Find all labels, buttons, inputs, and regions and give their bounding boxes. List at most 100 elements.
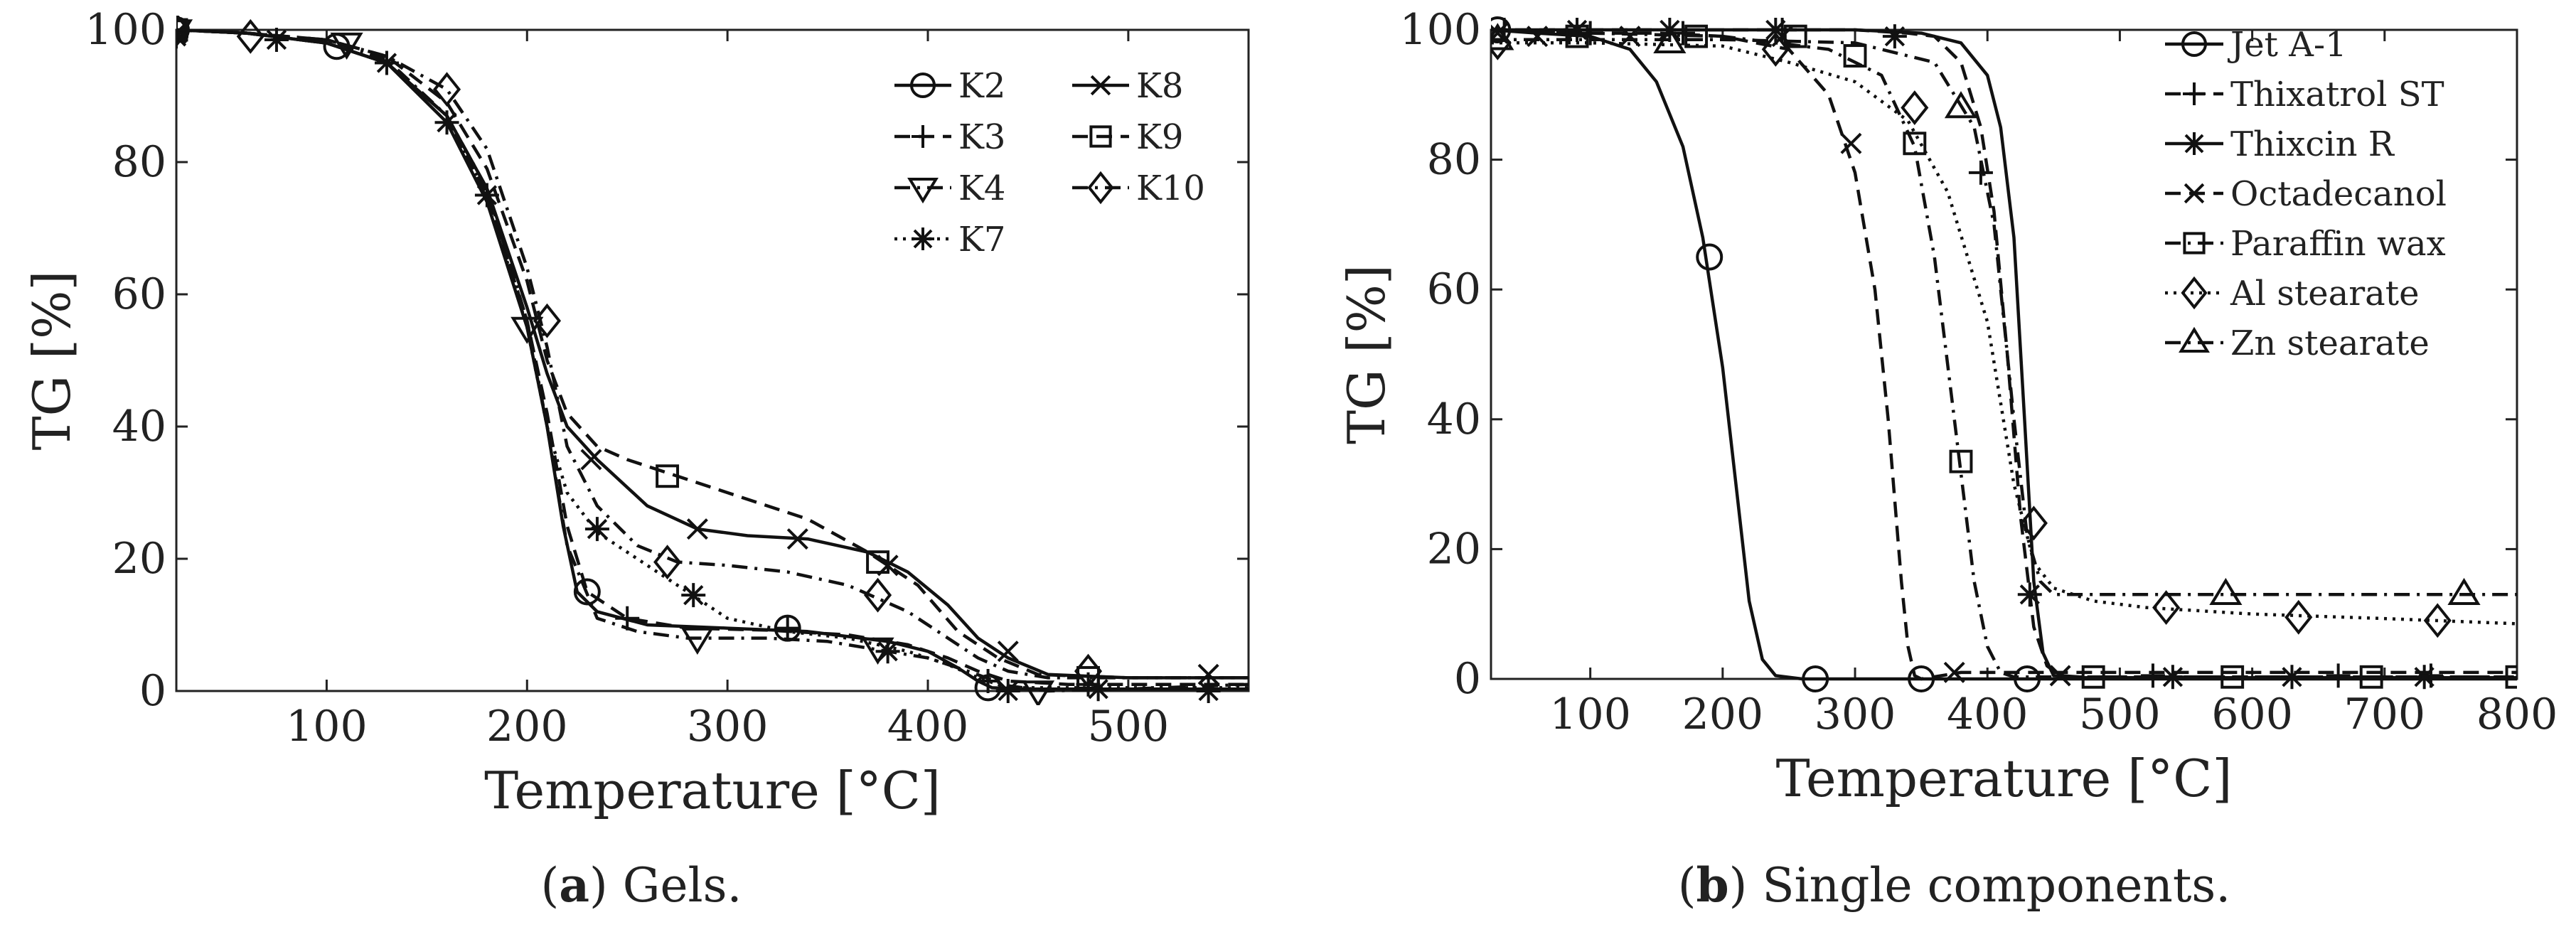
- legend-marker: [1087, 171, 1114, 205]
- legend: Jet A-1 Thixatrol ST Thixcin R Octadecanol P…: [2165, 25, 2447, 363]
- legend-entry: K10: [1136, 168, 1205, 208]
- data-point-marker: [995, 679, 1020, 703]
- data-point-marker: [1761, 31, 1790, 67]
- legend-marker: [2179, 326, 2210, 353]
- series-line: [176, 28, 1249, 680]
- data-point-marker: [615, 606, 640, 631]
- data-point-marker: [432, 72, 461, 107]
- y-axis-label: TG [%]: [22, 270, 82, 450]
- x-axis-label: Temperature [°C]: [484, 761, 941, 820]
- legend-marker: [2184, 183, 2205, 204]
- y-tick-label: 40: [1427, 395, 1481, 444]
- data-point-marker: [1802, 665, 1829, 692]
- x-tick-label: 500: [2079, 690, 2161, 739]
- x-tick-label: 400: [887, 702, 969, 751]
- data-point-marker: [2152, 590, 2181, 626]
- data-point-marker: [1653, 26, 1687, 54]
- series-k8: [176, 22, 1249, 685]
- data-point-marker: [775, 616, 800, 641]
- data-point-marker: [2280, 665, 2304, 690]
- data-point-marker: [1944, 91, 1978, 119]
- data-point-marker: [1901, 90, 1929, 126]
- x-tick-label: 200: [486, 702, 568, 751]
- legend-entry: Thixatrol ST: [2230, 75, 2444, 114]
- data-point-marker: [580, 449, 602, 471]
- data-point-marker: [875, 639, 900, 664]
- series-k3: [176, 21, 1249, 697]
- panel-b: 100 200 300 400 500 600 700 800 0 20 40 60 80 100 Temp…: [1337, 5, 2558, 913]
- series-line: [176, 28, 1249, 693]
- data-point-marker: [264, 27, 289, 52]
- legend-entry: K4: [958, 168, 1005, 208]
- x-axis-label: Temperature [°C]: [1776, 749, 2233, 808]
- legend-entry: Al stearate: [2230, 274, 2419, 314]
- data-point-marker: [1196, 679, 1221, 703]
- y-tick-label: 80: [1427, 135, 1481, 185]
- data-point-marker: [1903, 132, 1927, 156]
- y-tick-label: 60: [1427, 264, 1481, 314]
- panel-caption: (a) Gels.: [541, 857, 742, 913]
- y-tick-label: 80: [112, 137, 166, 187]
- panel-caption: (b) Single components.: [1678, 857, 2231, 913]
- data-point-marker: [2423, 603, 2452, 638]
- data-point-marker: [176, 19, 193, 47]
- legend-entry: Jet A-1: [2227, 25, 2347, 65]
- legend-entry: Thixcin R: [2230, 124, 2395, 164]
- data-point-marker: [2209, 577, 2243, 606]
- y-tick-label: 100: [85, 5, 166, 55]
- x-tick-label: 100: [286, 702, 368, 751]
- data-point-marker: [2017, 582, 2042, 607]
- caption-text: ) Gels.: [589, 858, 742, 913]
- series-line: [1491, 38, 2517, 596]
- caption-text: ) Single components.: [1729, 858, 2231, 913]
- data-point-marker: [1908, 665, 1935, 692]
- series-line: [176, 28, 1249, 691]
- x-tick-label: 500: [1088, 702, 1170, 751]
- legend-entry: K2: [958, 66, 1005, 106]
- data-point-marker: [2284, 599, 2313, 635]
- caption-letter: a: [559, 857, 589, 913]
- y-tick-label: 20: [112, 534, 166, 584]
- data-point-marker: [1565, 18, 1590, 42]
- legend-entry: K7: [958, 220, 1005, 259]
- data-point-marker: [1949, 449, 1973, 473]
- data-point-marker: [434, 110, 459, 135]
- data-point-marker: [786, 528, 808, 550]
- data-point-marker: [2014, 665, 2041, 692]
- y-tick-label: 0: [1454, 654, 1481, 704]
- y-tick-label: 0: [139, 666, 166, 716]
- data-point-marker: [976, 669, 1000, 694]
- legend-entry: K9: [1136, 117, 1183, 157]
- data-point-marker: [656, 464, 680, 488]
- data-point-marker: [1943, 661, 1965, 683]
- y-tick-label: 60: [112, 269, 166, 319]
- x-tick-label: 400: [1947, 690, 2029, 739]
- y-axis-label: TG [%]: [1337, 264, 1396, 444]
- legend-marker: [2183, 82, 2206, 105]
- x-tick-label: 100: [1549, 690, 1631, 739]
- series-line: [176, 28, 1249, 690]
- data-point-marker: [2081, 665, 2105, 689]
- data-point-marker: [1197, 663, 1219, 685]
- series-line: [176, 28, 1249, 686]
- legend-marker: [1089, 125, 1112, 148]
- x-tick-label: 300: [1815, 690, 1896, 739]
- data-point-marker: [176, 16, 191, 48]
- data-point-marker: [997, 641, 1019, 663]
- legend-marker: [907, 178, 939, 204]
- series-k10: [176, 16, 1249, 689]
- legend-entry: Octadecanol: [2230, 174, 2447, 214]
- x-tick-label: 600: [2211, 690, 2293, 739]
- data-point-marker: [1783, 24, 1807, 48]
- data-point-marker: [680, 627, 714, 655]
- data-point-marker: [653, 545, 682, 580]
- y-tick-label: 20: [1427, 524, 1481, 574]
- data-point-marker: [866, 550, 889, 574]
- data-point-marker: [1021, 680, 1055, 705]
- legend-marker: [912, 227, 934, 250]
- data-point-marker: [584, 517, 609, 542]
- series-zn-stearate: [1491, 23, 2517, 606]
- data-point-marker: [1565, 24, 1589, 48]
- plot-area-frame: [175, 28, 1250, 692]
